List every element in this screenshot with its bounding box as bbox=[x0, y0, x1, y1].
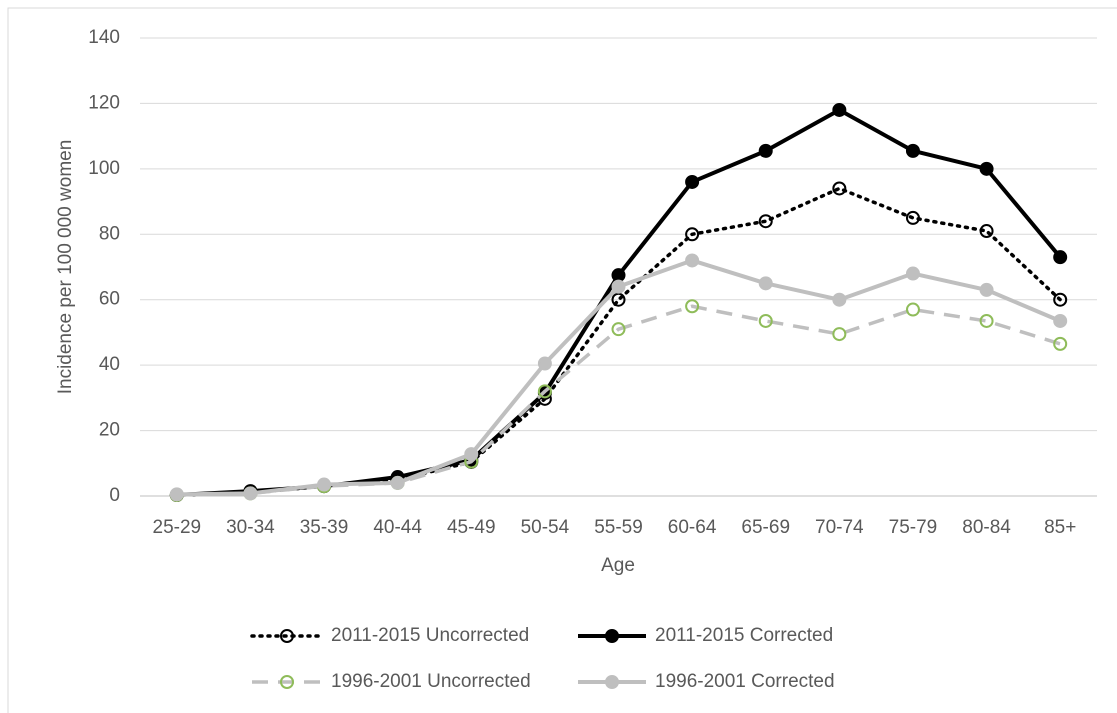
marker bbox=[317, 477, 332, 492]
marker bbox=[758, 143, 773, 158]
y-tick-label: 140 bbox=[88, 27, 120, 48]
marker bbox=[611, 322, 626, 337]
legend-marker bbox=[605, 675, 619, 689]
series-line bbox=[176, 258, 1061, 497]
marker bbox=[979, 224, 994, 239]
x-tick-label: 25-29 bbox=[153, 517, 202, 538]
x-tick-label: 50-54 bbox=[521, 517, 570, 538]
marker bbox=[1053, 313, 1068, 328]
marker bbox=[169, 487, 184, 502]
marker bbox=[832, 102, 847, 117]
marker bbox=[758, 276, 773, 291]
series-line bbox=[176, 107, 1062, 498]
y-tick-label: 120 bbox=[88, 92, 120, 113]
marker bbox=[1053, 336, 1068, 351]
marker bbox=[685, 253, 700, 268]
marker bbox=[611, 268, 626, 283]
marker bbox=[905, 302, 920, 317]
x-tick-label: 30-34 bbox=[226, 517, 275, 538]
y-tick-label: 80 bbox=[99, 223, 120, 244]
marker bbox=[537, 356, 552, 371]
y-axis-label: Incidence per 100 000 women bbox=[55, 140, 76, 395]
x-tick-label: 75-79 bbox=[889, 517, 938, 538]
x-tick-label: 45-49 bbox=[447, 517, 496, 538]
x-tick-label: 40-44 bbox=[373, 517, 422, 538]
x-tick-label: 55-59 bbox=[594, 517, 643, 538]
marker bbox=[979, 161, 994, 176]
marker bbox=[685, 299, 700, 314]
marker bbox=[611, 279, 626, 294]
marker bbox=[685, 227, 700, 242]
marker bbox=[832, 327, 847, 342]
marker bbox=[464, 447, 479, 462]
y-tick-label: 40 bbox=[99, 354, 120, 375]
y-tick-label: 100 bbox=[88, 158, 120, 179]
legend-marker bbox=[280, 675, 294, 689]
x-tick-label: 85+ bbox=[1044, 517, 1076, 538]
marker bbox=[685, 174, 700, 189]
marker bbox=[758, 214, 773, 229]
marker bbox=[832, 181, 847, 196]
marker bbox=[390, 475, 405, 490]
x-axis-label: Age bbox=[601, 555, 635, 576]
marker bbox=[979, 313, 994, 328]
y-tick-label: 0 bbox=[109, 485, 120, 506]
x-tick-label: 80-84 bbox=[962, 517, 1011, 538]
marker bbox=[979, 282, 994, 297]
legend-label: 2011-2015 Corrected bbox=[655, 625, 833, 646]
marker bbox=[1053, 292, 1068, 307]
x-tick-label: 35-39 bbox=[300, 517, 349, 538]
chart-frame bbox=[7, 7, 1117, 713]
marker bbox=[611, 292, 626, 307]
y-tick-label: 20 bbox=[99, 420, 120, 441]
legend-label: 2011-2015 Uncorrected bbox=[331, 625, 529, 646]
legend-label: 1996-2001 Corrected bbox=[655, 671, 835, 692]
y-tick-label: 60 bbox=[99, 289, 120, 310]
marker bbox=[832, 292, 847, 307]
legend-label: 1996-2001 Uncorrected bbox=[331, 671, 531, 692]
x-tick-label: 60-64 bbox=[668, 517, 717, 538]
marker bbox=[905, 143, 920, 158]
marker bbox=[537, 384, 552, 399]
marker bbox=[758, 313, 773, 328]
legend-marker bbox=[605, 629, 619, 643]
marker bbox=[243, 486, 258, 501]
marker bbox=[905, 210, 920, 225]
x-tick-label: 65-69 bbox=[741, 517, 790, 538]
x-tick-label: 70-74 bbox=[815, 517, 864, 538]
legend-marker bbox=[280, 629, 294, 643]
marker bbox=[905, 266, 920, 281]
marker bbox=[1053, 250, 1068, 265]
series-line bbox=[176, 304, 1061, 497]
